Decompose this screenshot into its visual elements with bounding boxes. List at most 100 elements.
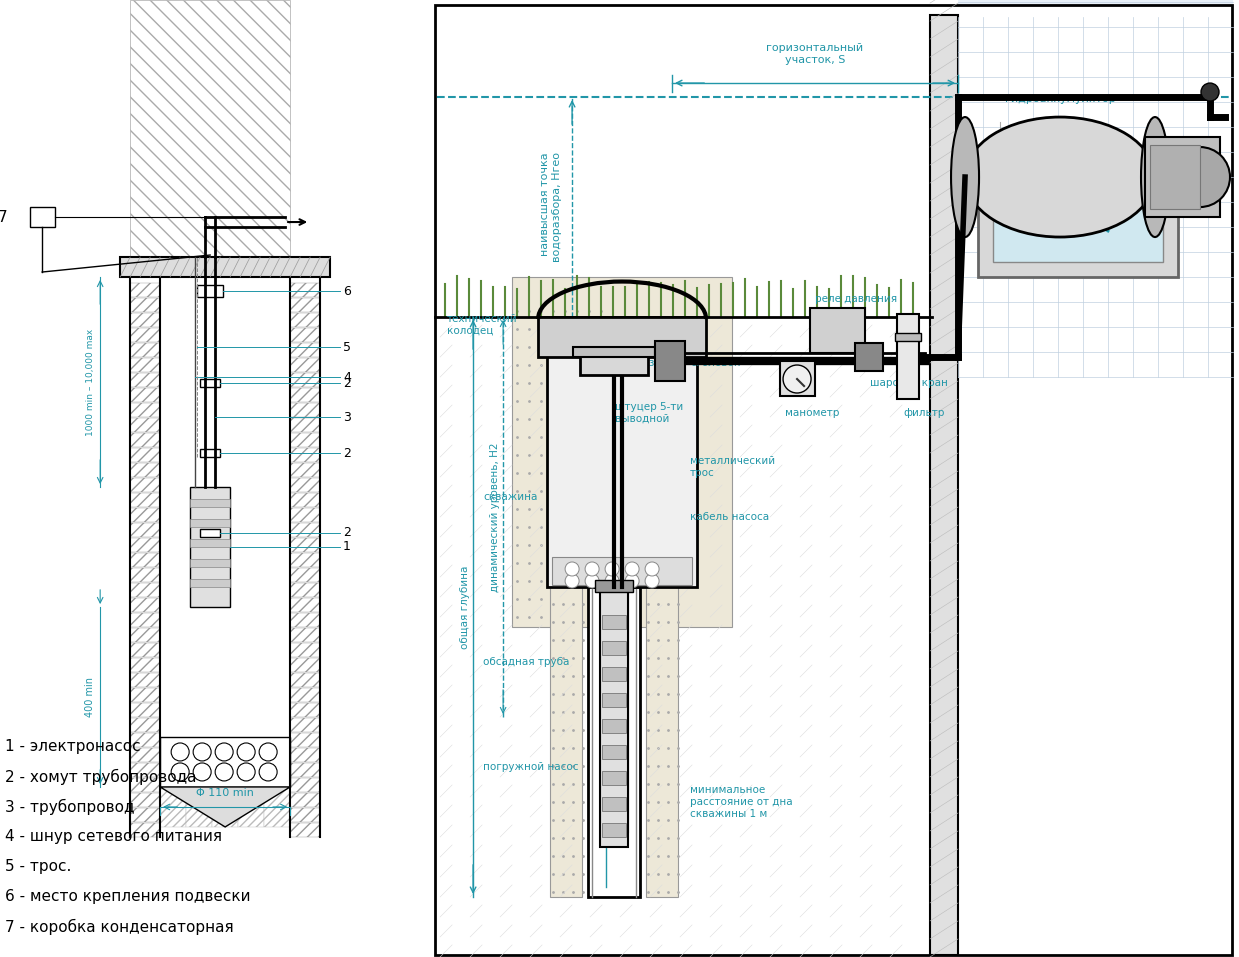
Bar	[290, 598, 320, 612]
Bar	[553, 557, 693, 585]
Bar	[855, 343, 883, 371]
Bar	[512, 277, 732, 627]
Bar	[130, 448, 160, 462]
Circle shape	[216, 743, 233, 761]
Bar	[290, 808, 320, 822]
Bar	[130, 538, 160, 552]
Text: 4: 4	[343, 370, 351, 384]
Text: 4 - шнур сетевого питания: 4 - шнур сетевого питания	[5, 830, 222, 844]
Bar	[201, 379, 221, 387]
Bar	[130, 553, 160, 567]
Text: 7: 7	[0, 210, 7, 225]
Text: Φ 110 min: Φ 110 min	[196, 788, 254, 798]
Bar	[437, 315, 927, 955]
Text: горизонтальный
участок, S: горизонтальный участок, S	[767, 43, 864, 65]
Bar	[589, 587, 641, 897]
Circle shape	[193, 743, 211, 761]
Bar	[130, 283, 160, 297]
Text: металлический
трос: металлический трос	[690, 456, 776, 478]
Bar	[130, 703, 160, 717]
Circle shape	[1201, 83, 1219, 101]
Bar	[574, 347, 655, 357]
Bar	[602, 745, 626, 759]
Bar	[781, 361, 815, 396]
Bar	[290, 508, 320, 522]
Circle shape	[193, 763, 211, 781]
Circle shape	[237, 763, 255, 781]
Text: манометр: манометр	[786, 408, 840, 418]
Bar	[978, 187, 1178, 277]
Text: оголовок: оголовок	[690, 358, 741, 368]
Bar	[602, 771, 626, 785]
Bar	[602, 641, 626, 655]
Bar	[0, 0, 420, 957]
Text: 2: 2	[343, 376, 351, 389]
Bar	[290, 313, 320, 327]
Bar	[130, 418, 160, 432]
Bar	[130, 568, 160, 582]
Text: 2 - хомут трубопровода: 2 - хомут трубопровода	[5, 768, 197, 785]
Bar	[290, 403, 320, 417]
Bar	[895, 333, 921, 341]
Circle shape	[216, 763, 233, 781]
Bar	[602, 693, 626, 707]
Text: технический
колодец: технический колодец	[447, 314, 518, 336]
Bar	[290, 388, 320, 402]
Bar	[290, 688, 320, 702]
Bar	[190, 559, 230, 567]
Text: 1000 min – 10,000 max: 1000 min – 10,000 max	[85, 328, 94, 435]
Text: 5 - трос.: 5 - трос.	[5, 859, 72, 875]
Bar	[600, 587, 628, 847]
Bar	[958, 0, 1233, 377]
Bar	[190, 579, 230, 587]
Bar	[290, 553, 320, 567]
Bar	[290, 523, 320, 537]
Bar	[595, 580, 633, 592]
Bar	[290, 478, 320, 492]
Text: шаровой кран: шаровой кран	[870, 378, 948, 388]
Bar	[30, 207, 56, 227]
Bar	[130, 823, 160, 837]
Circle shape	[626, 562, 639, 576]
Text: 5: 5	[343, 341, 351, 353]
Bar	[290, 418, 320, 432]
Circle shape	[585, 574, 600, 588]
Bar	[602, 667, 626, 681]
Text: скважина: скважина	[483, 492, 538, 502]
Bar	[130, 523, 160, 537]
Bar	[130, 358, 160, 372]
Circle shape	[565, 562, 579, 576]
Bar	[130, 688, 160, 702]
Text: 3 - трубопровод: 3 - трубопровод	[5, 799, 135, 815]
Bar	[197, 285, 223, 297]
Text: 6: 6	[343, 284, 351, 298]
Circle shape	[259, 763, 278, 781]
Bar	[130, 643, 160, 657]
Text: фильтр: фильтр	[903, 408, 944, 418]
Bar	[190, 487, 230, 607]
Bar	[290, 373, 320, 387]
Bar	[130, 343, 160, 357]
Bar	[160, 787, 186, 827]
Text: глубина
промерзание: глубина промерзание	[608, 346, 681, 367]
Bar	[290, 763, 320, 777]
Bar	[1145, 137, 1220, 217]
Circle shape	[646, 562, 659, 576]
Bar	[130, 493, 160, 507]
Bar	[130, 403, 160, 417]
Bar	[290, 673, 320, 687]
Text: минимальное
расстояние от дна
скважины 1 м: минимальное расстояние от дна скважины 1…	[690, 786, 793, 818]
Text: погружной насос: погружной насос	[483, 762, 579, 772]
Polygon shape	[160, 787, 290, 827]
Circle shape	[171, 743, 190, 761]
Bar	[290, 778, 320, 792]
Circle shape	[605, 562, 620, 576]
Bar	[130, 508, 160, 522]
Bar	[602, 797, 626, 811]
Bar	[130, 613, 160, 627]
Text: динамический уровень, H2: динамический уровень, H2	[491, 442, 501, 591]
Bar	[186, 787, 212, 827]
Circle shape	[585, 562, 600, 576]
Bar	[238, 787, 264, 827]
Bar	[290, 568, 320, 582]
